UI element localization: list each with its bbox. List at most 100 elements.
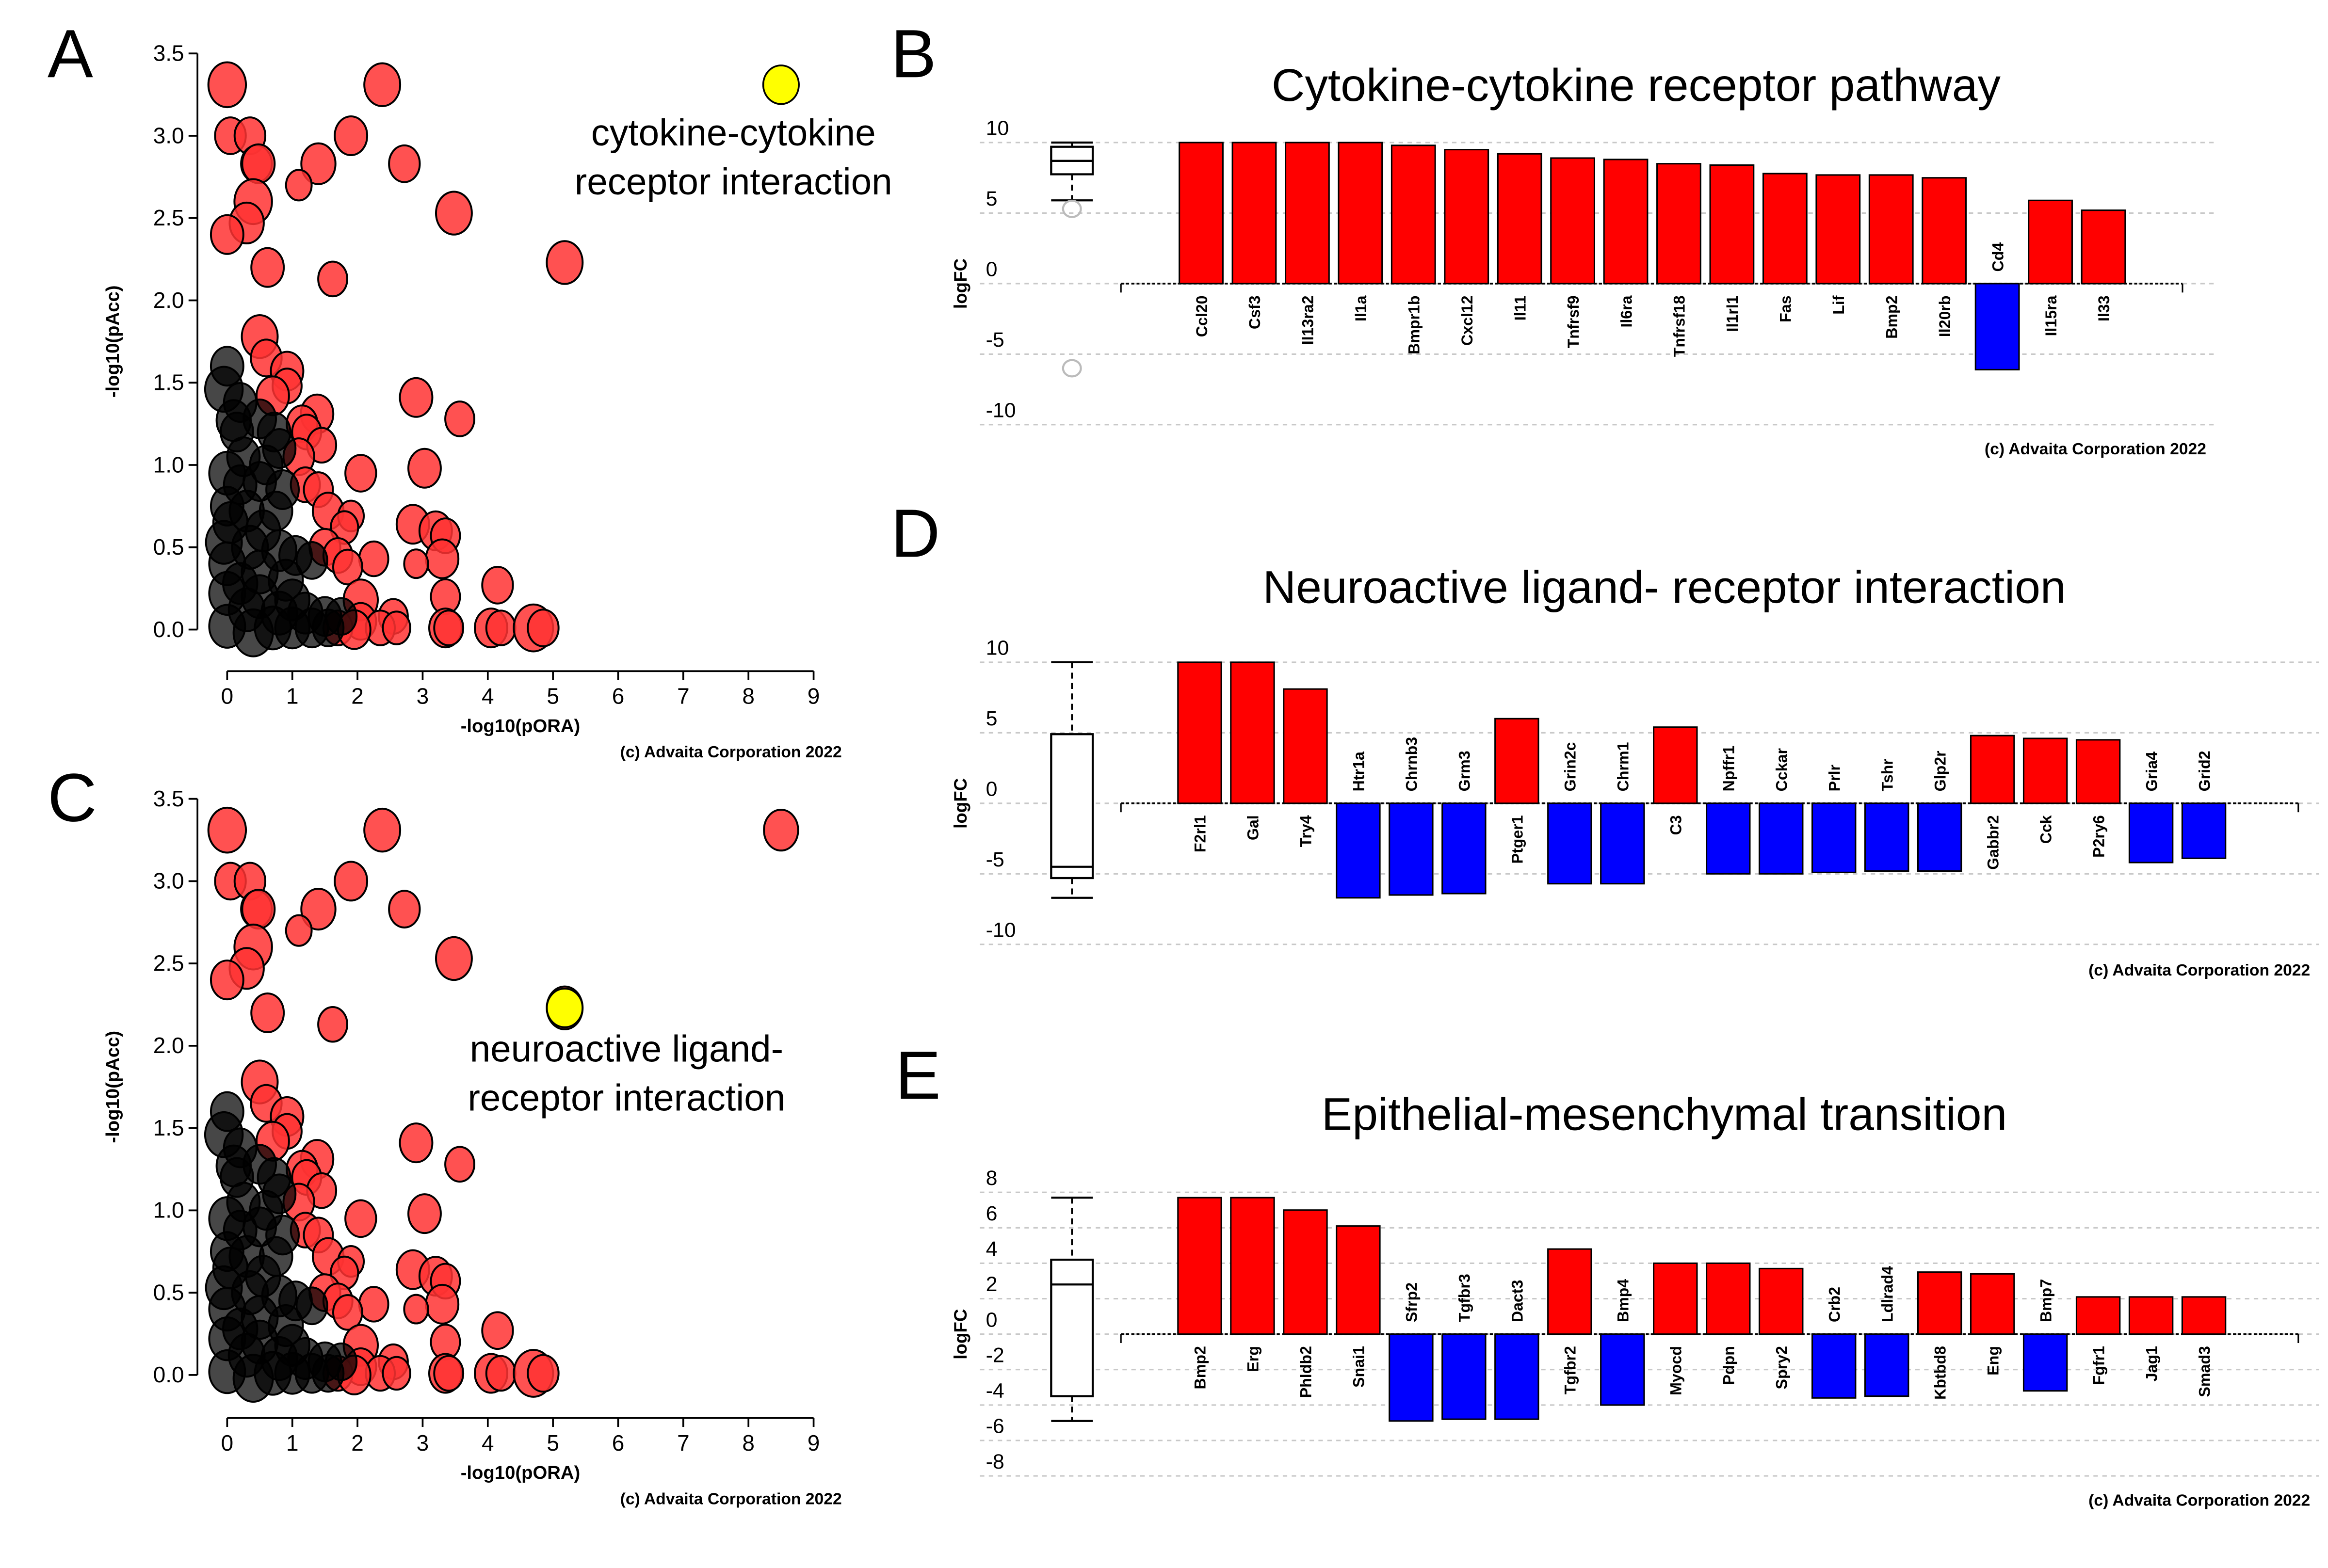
y-tick-label: -6 bbox=[986, 1415, 1004, 1438]
x-tick-label: 4 bbox=[482, 1430, 494, 1456]
bar-upregulated bbox=[1177, 661, 1222, 804]
gene-label: Gal bbox=[1245, 815, 1262, 840]
data-point-significant bbox=[344, 1199, 377, 1238]
data-point-significant bbox=[344, 454, 377, 493]
boxplot-outlier bbox=[1062, 199, 1082, 218]
gene-label: Glp2r bbox=[1931, 751, 1949, 791]
gene-label: Il6ra bbox=[1617, 295, 1635, 327]
data-point-nonsignificant bbox=[295, 1286, 328, 1326]
y-tick-label: 5 bbox=[986, 707, 998, 730]
y-tick-label: 3.5 bbox=[153, 786, 184, 811]
gene-label: F2rl1 bbox=[1192, 815, 1209, 852]
bar-downregulated bbox=[1600, 802, 1645, 885]
bar-upregulated bbox=[1970, 1273, 2015, 1335]
data-point-significant bbox=[433, 1355, 465, 1392]
bar-upregulated bbox=[1922, 177, 1967, 285]
y-axis-title: logFC bbox=[951, 258, 970, 309]
bar-downregulated bbox=[1547, 802, 1592, 885]
copyright-label: (c) Advaita Corporation 2022 bbox=[2088, 961, 2310, 979]
gene-label: Cd4 bbox=[1989, 242, 2006, 272]
bar-downregulated bbox=[1811, 802, 1857, 873]
gene-label: Myocd bbox=[1667, 1346, 1685, 1395]
data-point-significant bbox=[250, 247, 285, 288]
chart-title: Neuroactive ligand- receptor interaction bbox=[1263, 561, 2066, 613]
gene-label: Try4 bbox=[1297, 815, 1315, 847]
data-point-significant bbox=[285, 169, 313, 202]
data-point-significant bbox=[407, 448, 442, 489]
gene-label: Cxcl12 bbox=[1458, 295, 1476, 346]
y-tick-label: -10 bbox=[986, 918, 1016, 942]
bar-upregulated bbox=[1177, 1197, 1222, 1335]
data-point-significant bbox=[399, 377, 434, 418]
bar-upregulated bbox=[1656, 163, 1701, 285]
x-tick-label: 9 bbox=[808, 1430, 820, 1456]
bar-downregulated bbox=[2022, 1333, 2068, 1392]
panel-letter-c: C bbox=[48, 760, 97, 836]
gene-label: Kbtbd8 bbox=[1931, 1346, 1949, 1400]
boxplot-box bbox=[1050, 733, 1094, 880]
bar-upregulated bbox=[1815, 174, 1861, 285]
bar-downregulated bbox=[1336, 802, 1381, 899]
y-tick-label: 2.5 bbox=[153, 205, 184, 230]
bar-upregulated bbox=[1547, 1248, 1592, 1335]
gene-label: Il1rl1 bbox=[1724, 295, 1741, 332]
data-point-significant bbox=[425, 538, 460, 579]
scatter-plot-c: 0.0 0.5 1.0 1.5 2.0 2.5 3.0 3.5 0 1 2 3 4 5 6 7 8 9 -log10… bbox=[102, 786, 842, 1508]
data-point-significant bbox=[285, 914, 313, 947]
y-tick-label: 10 bbox=[986, 637, 1009, 660]
chart-title: Epithelial-mesenchymal transition bbox=[1322, 1089, 2007, 1140]
x-tick-label: 4 bbox=[482, 684, 494, 709]
gene-label: Chrm1 bbox=[1615, 742, 1632, 792]
bar-upregulated bbox=[1285, 142, 1330, 285]
gene-label: Pdpn bbox=[1720, 1346, 1738, 1385]
gene-label: Erg bbox=[1245, 1346, 1262, 1372]
data-point-significant bbox=[300, 887, 337, 931]
data-point-significant bbox=[481, 565, 514, 605]
data-point-nonsignificant bbox=[311, 608, 345, 647]
gene-label: Chrnb3 bbox=[1403, 737, 1421, 791]
data-point-significant bbox=[481, 1311, 514, 1350]
bar-downregulated bbox=[1706, 802, 1751, 875]
gene-label: Bmp2 bbox=[1192, 1346, 1209, 1389]
gene-label: Eng bbox=[1984, 1346, 2002, 1376]
gene-label: Il33 bbox=[2095, 295, 2113, 321]
x-tick-label: 0 bbox=[221, 684, 234, 709]
bar-upregulated bbox=[1653, 726, 1698, 804]
gene-label: Il1a bbox=[1352, 295, 1370, 321]
gene-label: Cck bbox=[2037, 815, 2054, 844]
copyright-label: (c) Advaita Corporation 2022 bbox=[2088, 1491, 2310, 1509]
data-point-significant bbox=[300, 142, 337, 185]
bar-downregulated bbox=[1917, 802, 1962, 872]
gene-label: Gria4 bbox=[2143, 752, 2160, 791]
x-tick-label: 3 bbox=[417, 684, 429, 709]
gene-label: Tnfrsf18 bbox=[1671, 295, 1688, 357]
data-point-significant bbox=[210, 214, 244, 255]
bar-upregulated bbox=[1868, 174, 1914, 285]
gene-label: Grm3 bbox=[1456, 751, 1473, 791]
bar-upregulated bbox=[1762, 173, 1808, 285]
gene-label: Ldlrad4 bbox=[1878, 1266, 1896, 1322]
y-tick-label: 1.0 bbox=[153, 1198, 184, 1223]
y-tick-label: 3.5 bbox=[153, 41, 184, 66]
y-tick-label: 2 bbox=[986, 1273, 998, 1296]
bar-upregulated bbox=[1917, 1271, 1962, 1335]
bar-downregulated bbox=[1441, 1333, 1487, 1420]
data-point-significant bbox=[363, 807, 402, 853]
data-point-nonsignificant bbox=[295, 541, 328, 580]
x-tick-label: 3 bbox=[417, 1430, 429, 1456]
y-tick-label: 0.0 bbox=[153, 1362, 184, 1387]
y-tick-label: -8 bbox=[986, 1450, 1004, 1473]
panel-letter-b: B bbox=[891, 16, 937, 92]
data-point-significant bbox=[207, 61, 247, 109]
gene-label: Sfrp2 bbox=[1403, 1282, 1421, 1322]
panel-letter-a: A bbox=[48, 16, 93, 92]
data-point-significant bbox=[334, 861, 369, 902]
data-point-significant bbox=[363, 62, 402, 107]
y-tick-label: 5 bbox=[986, 187, 998, 210]
x-tick-label: 1 bbox=[286, 1430, 299, 1456]
y-tick-label: 1.5 bbox=[153, 1115, 184, 1140]
gene-label: Tgfbr3 bbox=[1456, 1274, 1473, 1322]
gene-label: Il11 bbox=[1511, 295, 1529, 320]
bar-upregulated bbox=[1550, 157, 1596, 285]
y-tick-label: 10 bbox=[986, 117, 1009, 140]
